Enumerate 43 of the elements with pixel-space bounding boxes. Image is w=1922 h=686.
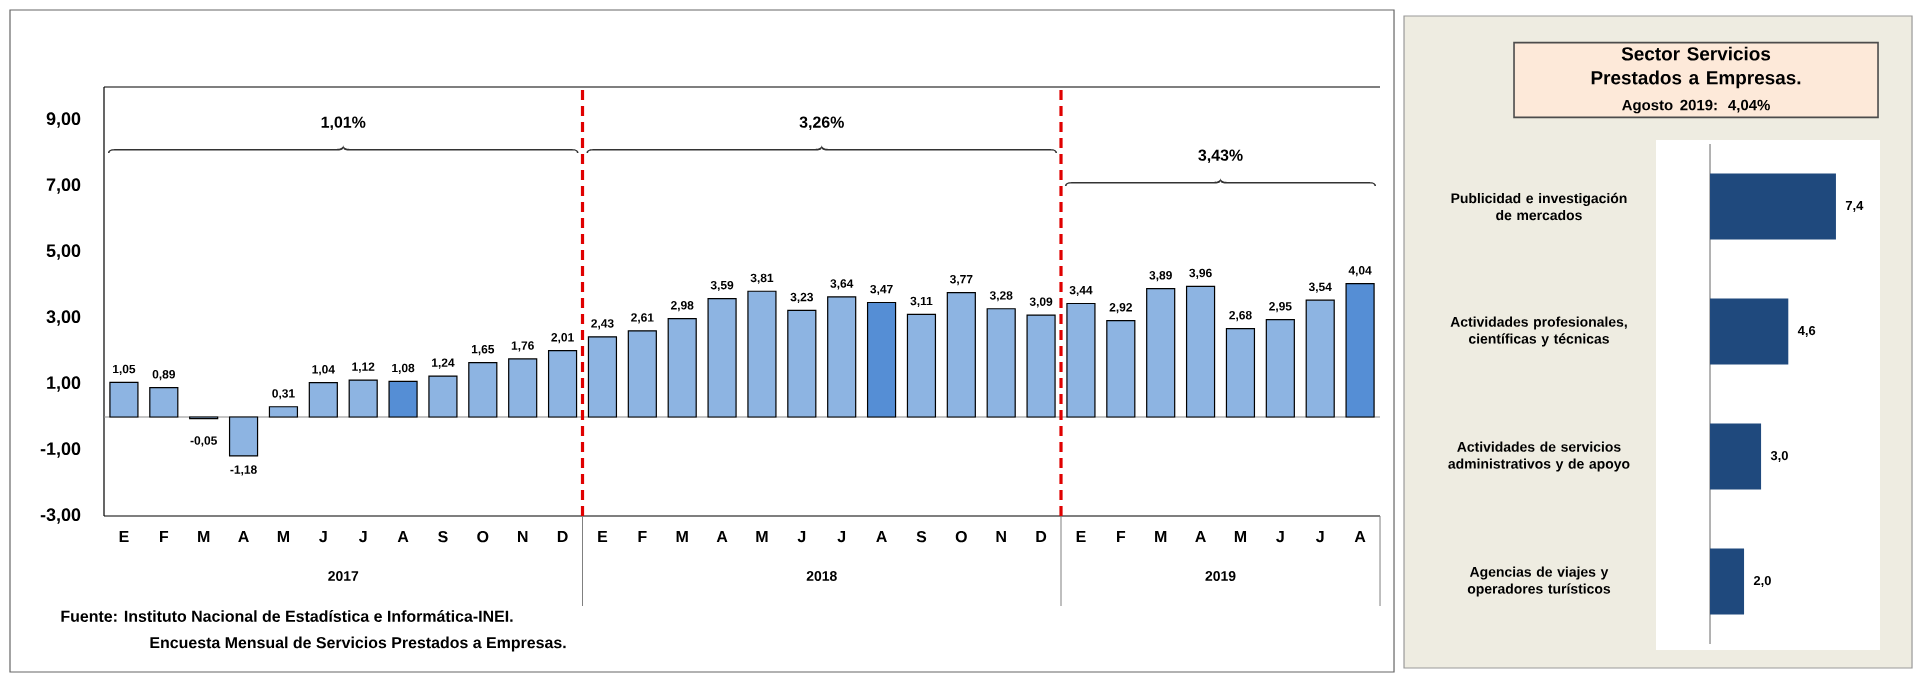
bar [827,296,857,418]
bar [428,375,458,418]
bar [1710,173,1836,240]
bar [1265,319,1295,418]
chart-title: Sector Servicios Prestados a Empresas. [1591,46,1801,89]
bar [587,336,618,418]
y-tick-label: 9,00 [46,112,81,128]
bar [308,382,338,418]
y-tick-label: 1,00 [47,376,81,392]
y-tick-label: -1,00 [40,442,81,458]
bar [1710,548,1745,615]
bar [1066,302,1096,418]
bar [747,290,777,418]
bar [1146,288,1176,418]
bar [707,297,737,418]
bar [1305,299,1335,418]
bar [228,416,259,457]
y-tick-label: 7,00 [46,178,81,194]
bar [627,330,657,418]
bar [667,318,697,418]
bar [866,301,897,418]
bar [1026,314,1056,418]
y-tick-label: 5,00 [46,244,81,260]
bar [149,387,179,418]
bar [268,406,299,418]
bar [547,350,578,418]
bar [1225,327,1256,418]
bar [348,379,378,418]
bar [787,309,817,418]
bar [109,381,139,418]
bar [388,380,418,418]
y-tick-label: 3,00 [46,310,81,326]
bar [1106,320,1136,418]
bar [508,358,538,418]
y-tick-label: -3,00 [40,508,81,524]
bar [1185,285,1216,418]
bar [946,291,976,418]
bar [1710,423,1762,490]
bar [1710,298,1789,365]
bar [906,313,937,418]
bar [468,361,498,418]
bar [1345,283,1375,418]
bar [986,308,1016,418]
